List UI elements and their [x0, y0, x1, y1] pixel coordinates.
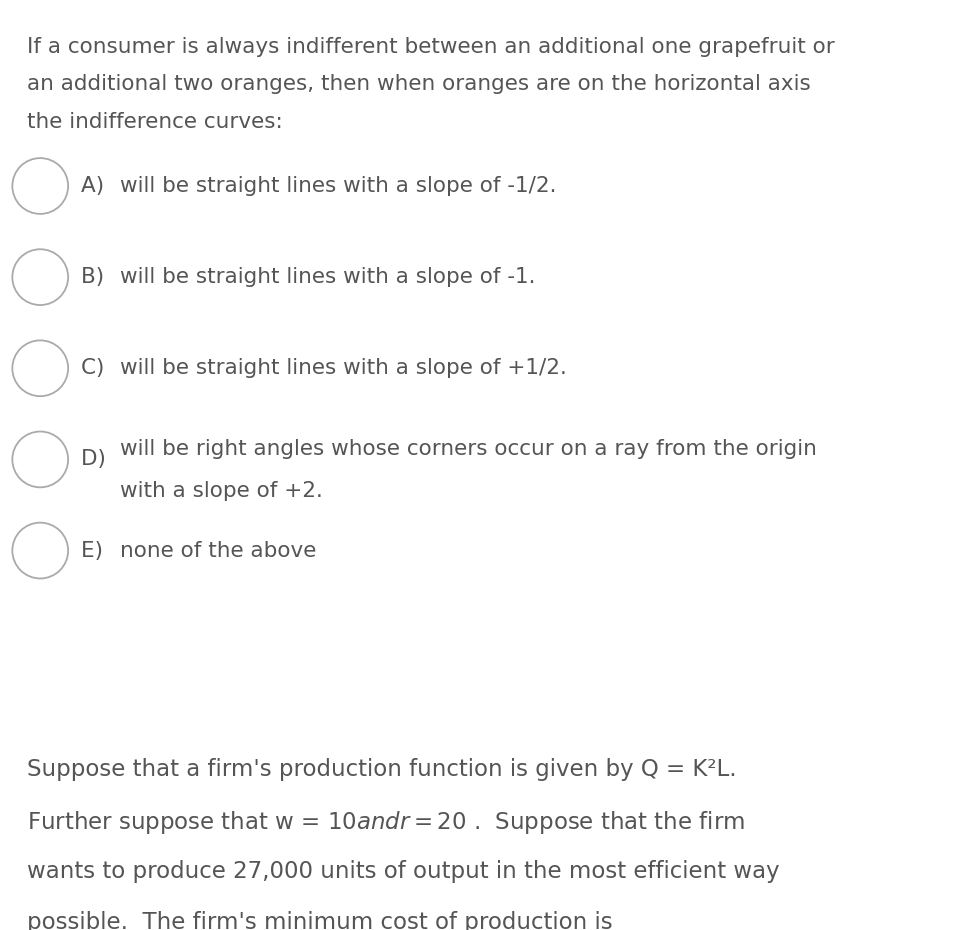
Text: an additional two oranges, then when oranges are on the horizontal axis: an additional two oranges, then when ora…	[27, 74, 810, 95]
Text: will be straight lines with a slope of -1/2.: will be straight lines with a slope of -…	[120, 176, 557, 196]
Text: B): B)	[81, 267, 118, 287]
Text: wants to produce 27,000 units of output in the most efficient way: wants to produce 27,000 units of output …	[27, 860, 780, 883]
Text: C): C)	[81, 358, 119, 379]
Text: Suppose that a firm's production function is given by Q = K²L.: Suppose that a firm's production functio…	[27, 758, 737, 781]
Text: the indifference curves:: the indifference curves:	[27, 112, 283, 132]
Text: E): E)	[81, 540, 117, 561]
Text: A): A)	[81, 176, 118, 196]
Text: Further suppose that w = $10 and r = $20 .  Suppose that the firm: Further suppose that w = $10 and r = $20…	[27, 809, 745, 836]
Text: If a consumer is always indifferent between an additional one grapefruit or: If a consumer is always indifferent betw…	[27, 37, 834, 58]
Text: possible.  The firm's minimum cost of production is: possible. The firm's minimum cost of pro…	[27, 911, 612, 930]
Text: D): D)	[81, 449, 113, 470]
Text: none of the above: none of the above	[120, 540, 316, 561]
Text: will be straight lines with a slope of +1/2.: will be straight lines with a slope of +…	[120, 358, 566, 379]
Text: will be right angles whose corners occur on a ray from the origin: will be right angles whose corners occur…	[120, 439, 816, 459]
Text: with a slope of +2.: with a slope of +2.	[120, 481, 323, 501]
Text: will be straight lines with a slope of -1.: will be straight lines with a slope of -…	[120, 267, 536, 287]
